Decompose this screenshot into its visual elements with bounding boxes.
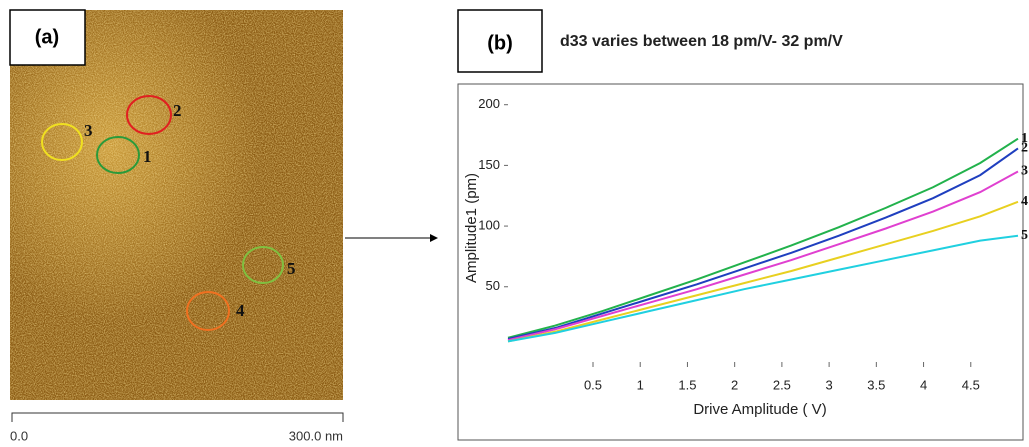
marker-label: 1 bbox=[143, 147, 152, 166]
y-tick-label: 200 bbox=[478, 96, 500, 111]
y-tick-label: 150 bbox=[478, 157, 500, 172]
scale-label: 0.0 bbox=[10, 428, 28, 443]
x-tick-label: 3.5 bbox=[867, 377, 885, 392]
x-tick-label: 3 bbox=[825, 377, 832, 392]
series-label: 5 bbox=[1021, 228, 1028, 243]
x-tick-label: 4.5 bbox=[962, 377, 980, 392]
series-label: 3 bbox=[1021, 164, 1028, 179]
x-tick-label: 4 bbox=[920, 377, 927, 392]
x-tick-label: 2 bbox=[731, 377, 738, 392]
scale-bar bbox=[11, 412, 344, 422]
x-tick-label: 0.5 bbox=[584, 377, 602, 392]
label-box bbox=[9, 9, 86, 66]
x-tick-label: 1 bbox=[637, 377, 644, 392]
y-tick-label: 100 bbox=[478, 218, 500, 233]
y-axis-label: Amplitude1 (pm) bbox=[463, 173, 480, 283]
marker-label: 5 bbox=[287, 259, 296, 278]
x-tick-label: 1.5 bbox=[678, 377, 696, 392]
series-line bbox=[507, 200, 1019, 343]
chart-title: d33 varies between 18 pm/V- 32 pm/V bbox=[560, 33, 843, 50]
x-tick-label: 2.5 bbox=[773, 377, 791, 392]
arrow-head bbox=[430, 234, 438, 242]
panel-label: (a) bbox=[35, 26, 59, 48]
series-line bbox=[507, 234, 1019, 343]
marker-label: 3 bbox=[84, 121, 93, 140]
series-label: 2 bbox=[1021, 141, 1028, 156]
chart-frame bbox=[457, 83, 1024, 441]
marker-label: 4 bbox=[236, 301, 245, 320]
panel-label: (b) bbox=[487, 32, 513, 54]
afm-image: 1 2 3 4 5 bbox=[10, 10, 343, 400]
series-label: 4 bbox=[1021, 194, 1028, 209]
label-box bbox=[457, 9, 543, 73]
marker-label: 2 bbox=[173, 101, 182, 120]
series-line bbox=[507, 170, 1019, 342]
scale-label: 300.0 nm bbox=[289, 428, 343, 443]
x-axis-label: Drive Amplitude ( V) bbox=[693, 401, 826, 418]
series-line bbox=[507, 137, 1019, 339]
series-line bbox=[507, 147, 1019, 340]
series-label: 1 bbox=[1021, 131, 1028, 146]
y-tick-label: 50 bbox=[486, 278, 500, 293]
